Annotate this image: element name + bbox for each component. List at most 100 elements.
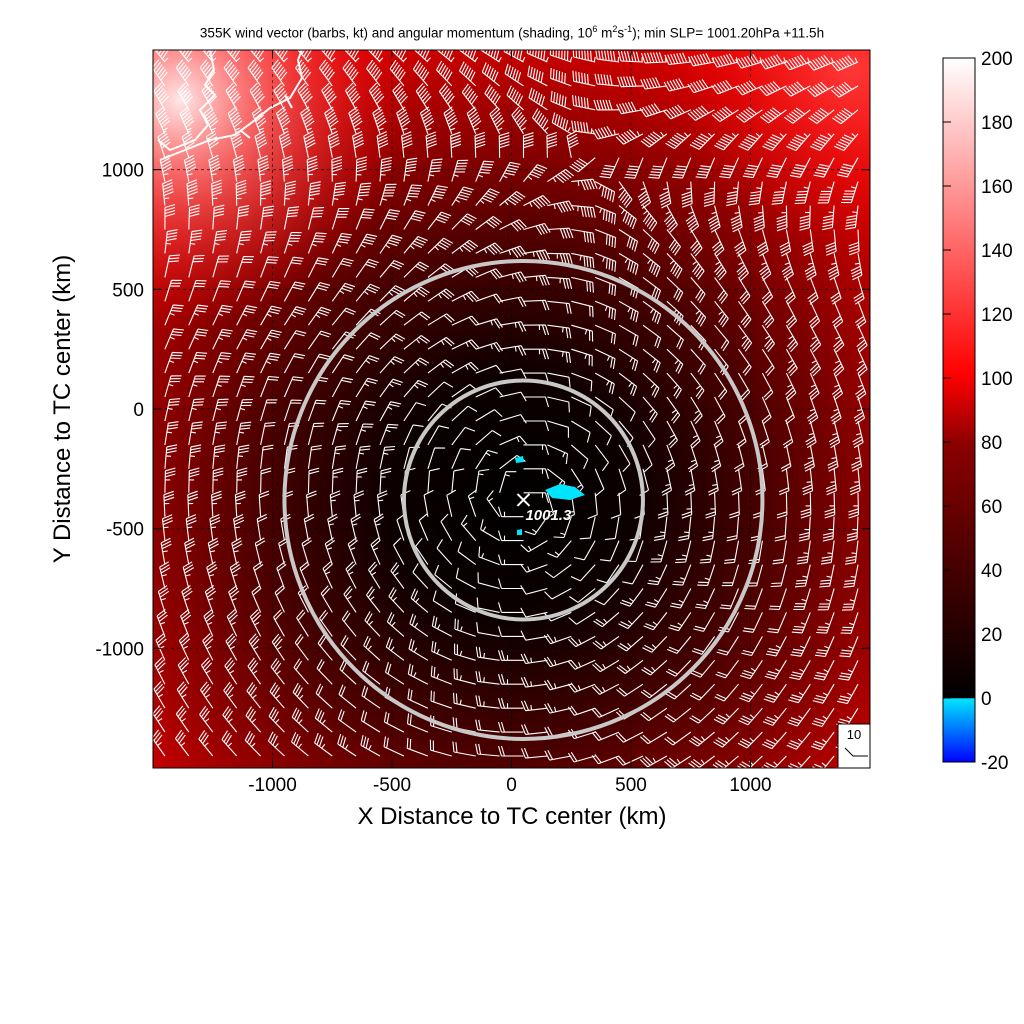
wind-barb bbox=[260, 280, 281, 302]
wind-barb bbox=[571, 420, 591, 443]
wind-barb bbox=[840, 612, 859, 634]
wind-barb bbox=[618, 612, 644, 629]
wind-barb bbox=[452, 692, 476, 709]
wind-barb bbox=[776, 205, 788, 232]
wind-barb bbox=[642, 205, 658, 232]
wind-barb bbox=[345, 82, 361, 111]
wind-barb bbox=[249, 82, 265, 111]
wind-barb bbox=[810, 133, 835, 152]
wind-barb bbox=[591, 126, 620, 140]
y-tick-label: -1000 bbox=[95, 639, 144, 660]
wind-barb bbox=[406, 713, 429, 733]
wind-barb bbox=[523, 468, 550, 479]
wind-barb bbox=[245, 706, 262, 733]
wind-barb bbox=[297, 82, 313, 111]
wind-barb bbox=[819, 564, 835, 588]
wind-barb bbox=[520, 724, 548, 735]
wind-barb bbox=[475, 341, 503, 353]
wind-barb bbox=[523, 299, 550, 311]
wind-barb bbox=[566, 130, 579, 158]
wind-barb bbox=[642, 396, 658, 423]
wind-barb bbox=[451, 405, 478, 422]
wind-barb bbox=[640, 52, 667, 64]
wind-barb bbox=[451, 265, 479, 278]
wind-barb bbox=[803, 444, 815, 472]
wind-barb bbox=[383, 736, 405, 757]
colorbar-tick-label: 120 bbox=[981, 305, 1013, 326]
wind-barb bbox=[690, 420, 701, 449]
title-exp-1: 6 bbox=[592, 24, 598, 34]
wind-barb bbox=[455, 567, 476, 589]
wind-barb bbox=[481, 62, 500, 87]
wind-barb bbox=[642, 229, 660, 255]
wind-barb bbox=[187, 490, 199, 517]
wind-barb bbox=[705, 492, 717, 519]
wind-barb bbox=[618, 229, 639, 252]
wind-barb bbox=[412, 60, 430, 87]
wind-barb bbox=[714, 132, 739, 151]
wind-barb bbox=[316, 659, 333, 685]
wind-barb bbox=[307, 330, 332, 350]
wind-barb bbox=[711, 106, 739, 122]
wind-barb bbox=[366, 586, 381, 613]
wind-barb bbox=[778, 468, 790, 496]
wind-barb bbox=[427, 185, 448, 206]
wind-barb bbox=[690, 300, 707, 327]
wind-barb bbox=[544, 703, 572, 714]
x-axis-ticks: -1000 -500 0 500 1000 bbox=[248, 50, 772, 796]
wind-barb bbox=[748, 181, 763, 206]
wind-barb bbox=[257, 155, 270, 182]
wind-barb bbox=[642, 348, 661, 373]
wind-barb bbox=[568, 635, 596, 648]
wind-barb bbox=[212, 204, 225, 230]
wind-barb bbox=[699, 540, 716, 564]
wind-barb bbox=[393, 537, 405, 565]
wind-barb bbox=[675, 540, 692, 564]
wind-barb bbox=[379, 467, 392, 493]
wind-barb bbox=[833, 324, 845, 353]
plot-area: 1001.3 10 bbox=[153, 50, 870, 768]
wind-barb bbox=[290, 732, 309, 757]
wind-barb bbox=[832, 107, 859, 125]
y-axis-ticks: -1000 -500 0 500 1000 bbox=[95, 161, 870, 660]
wind-barb bbox=[327, 130, 340, 158]
wind-barb bbox=[306, 155, 318, 182]
wind-barb bbox=[735, 54, 763, 69]
wind-barb bbox=[451, 315, 480, 326]
wind-barb bbox=[666, 324, 684, 350]
wind-barb bbox=[663, 78, 691, 92]
wind-barb bbox=[822, 205, 835, 231]
wind-barb bbox=[547, 396, 570, 413]
wind-barb bbox=[236, 255, 254, 278]
wind-barb bbox=[236, 205, 250, 230]
wind-barb bbox=[825, 468, 837, 496]
wind-barb bbox=[459, 61, 477, 87]
wind-barb bbox=[840, 181, 859, 204]
wind-barb bbox=[164, 375, 182, 398]
wind-barb bbox=[436, 60, 453, 87]
wind-barb bbox=[212, 375, 231, 398]
wind-barb bbox=[232, 154, 245, 182]
wind-barb bbox=[497, 674, 524, 685]
wind-barb bbox=[236, 329, 258, 350]
wind-barb bbox=[593, 611, 620, 628]
cyan-patch bbox=[517, 529, 522, 535]
wind-barb bbox=[735, 106, 763, 123]
wind-barb bbox=[318, 59, 335, 87]
wind-barb bbox=[616, 468, 627, 497]
wind-barb bbox=[551, 112, 572, 135]
wind-barb bbox=[324, 106, 339, 134]
wind-barb bbox=[295, 59, 312, 87]
wind-barb bbox=[368, 82, 385, 111]
wind-barb bbox=[604, 516, 620, 541]
title-prefix: 355K wind vector (barbs, kt) and angular… bbox=[199, 25, 593, 41]
wind-barb bbox=[212, 230, 228, 254]
wind-barb bbox=[665, 683, 692, 700]
wind-barb bbox=[188, 421, 203, 445]
wind-barb bbox=[236, 352, 256, 374]
wind-barb bbox=[543, 633, 572, 645]
wind-barb bbox=[664, 731, 692, 746]
wind-barb bbox=[331, 257, 354, 278]
wind-barb bbox=[403, 357, 430, 374]
